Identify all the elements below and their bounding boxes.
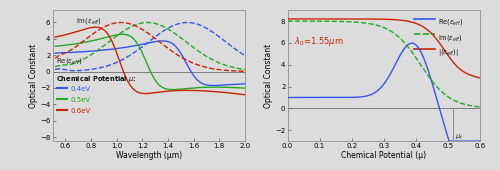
Text: $\lambda_0$=1.55$\mu$m: $\lambda_0$=1.55$\mu$m <box>294 35 344 48</box>
Text: Re($\varepsilon_{eff}$): Re($\varepsilon_{eff}$) <box>56 56 83 66</box>
Y-axis label: Optical Constant: Optical Constant <box>29 44 38 108</box>
Text: |($\varepsilon_{eff}$)|: |($\varepsilon_{eff}$)| <box>438 47 458 58</box>
Text: 0.6eV: 0.6eV <box>70 108 90 114</box>
Text: Re($\varepsilon_{eff}$): Re($\varepsilon_{eff}$) <box>438 17 463 27</box>
Text: Im($\varepsilon_{eff}$): Im($\varepsilon_{eff}$) <box>76 16 102 26</box>
Text: 0.5eV: 0.5eV <box>70 97 90 103</box>
X-axis label: Chemical Potential (μ): Chemical Potential (μ) <box>341 151 426 160</box>
Text: Chemical Potential $\mu$:: Chemical Potential $\mu$: <box>56 74 136 84</box>
Text: Im($\varepsilon_{eff}$): Im($\varepsilon_{eff}$) <box>438 33 462 43</box>
Y-axis label: Optical Constant: Optical Constant <box>264 44 273 108</box>
Text: 0.4eV: 0.4eV <box>70 86 90 92</box>
Text: $\mu_t$: $\mu_t$ <box>454 133 464 142</box>
X-axis label: Wavelength (μm): Wavelength (μm) <box>116 151 182 160</box>
